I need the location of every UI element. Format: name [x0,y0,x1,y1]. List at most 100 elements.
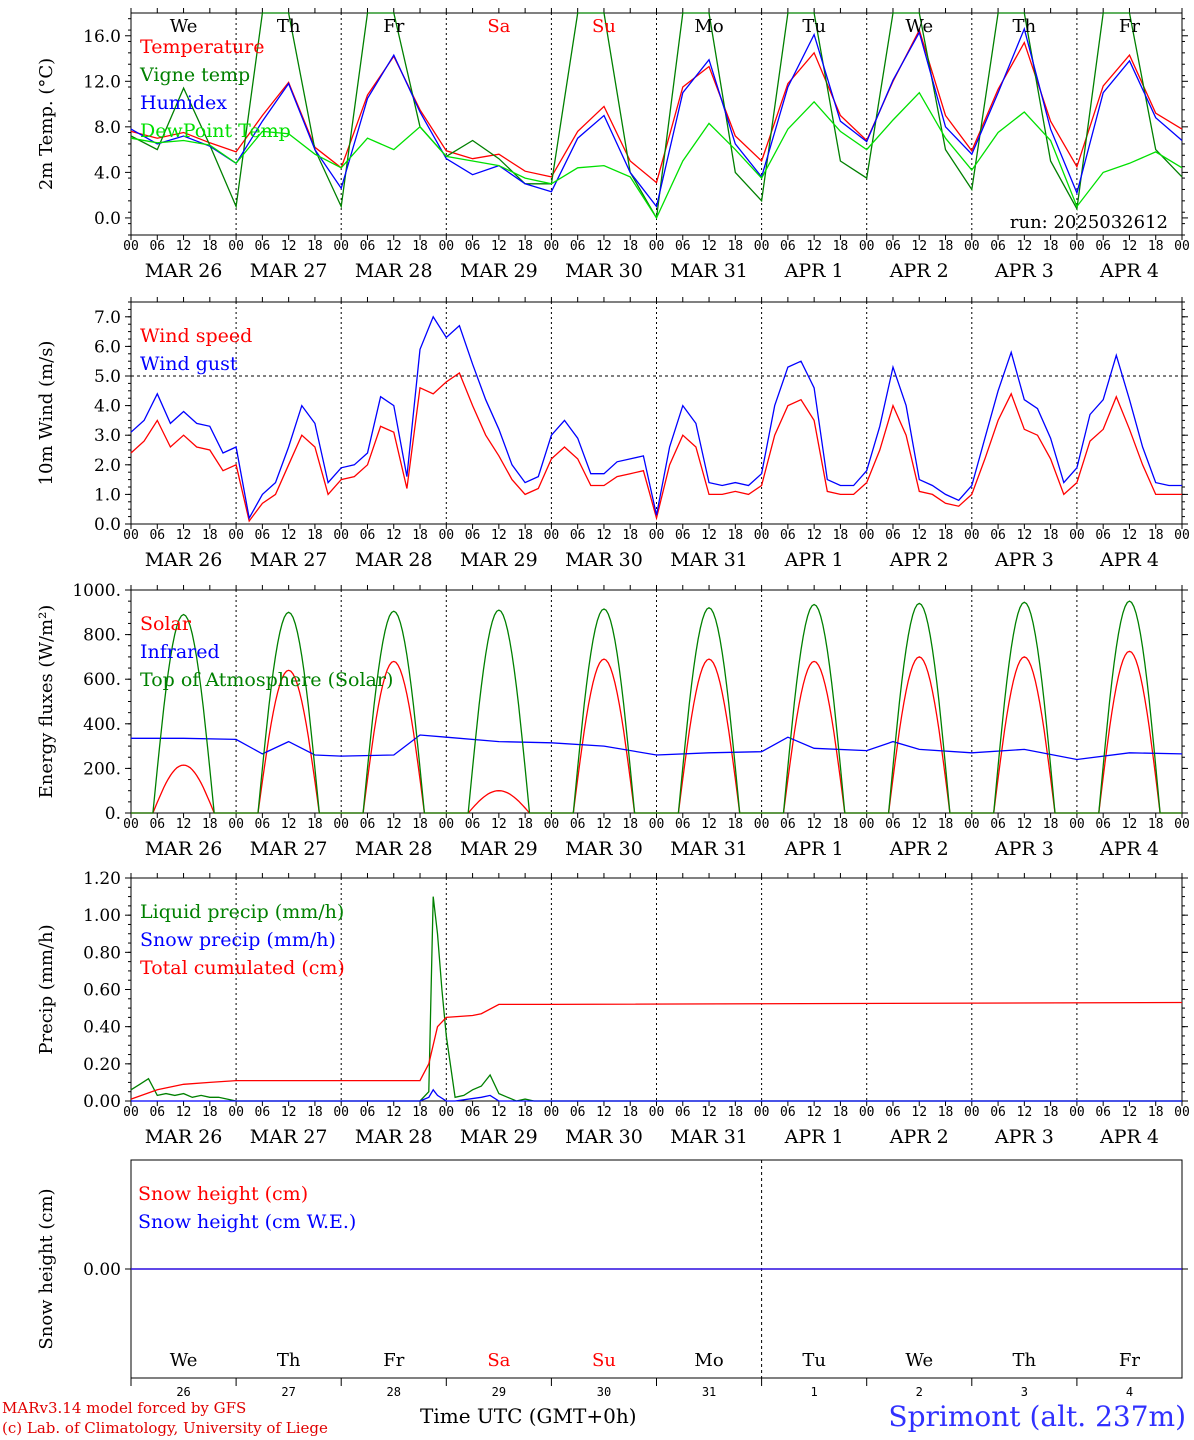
x-hour-tick-label: 06 [885,239,901,254]
weekday-label: Th [277,1350,301,1371]
x-hour-tick-label: 12 [386,1105,402,1120]
y-tick-label: 16.0 [83,27,121,47]
x-date-label: MAR 30 [565,838,643,860]
legend-entry: Wind speed [140,325,252,347]
y-tick-label: 800. [83,626,121,646]
x-date-label: APR 3 [994,260,1054,282]
y-tick-label: 2.0 [94,456,121,476]
x-hour-tick-label: 06 [360,1105,376,1120]
y-tick-label: 600. [83,670,121,690]
legend-entry: Top of Atmosphere (Solar) [140,669,393,691]
x-hour-tick-label: 18 [202,528,218,543]
legend-entry: Wind gust [140,353,238,375]
x-hour-tick-label: 12 [806,239,822,254]
x-hour-tick-label: 06 [780,528,796,543]
x-date-label: APR 1 [784,838,844,860]
x-hour-tick-label: 00 [1069,239,1085,254]
x-hour-tick-label: 18 [938,1105,954,1120]
x-hour-tick-label: 18 [938,817,954,832]
x-hour-tick-label: 06 [255,1105,271,1120]
series-line-total-cumulated-cm- [130,1001,1183,1100]
x-hour-tick-label: 00 [544,817,560,832]
x-hour-tick-label: 18 [307,1105,323,1120]
y-axis-label: Precip (mm/h) [36,924,57,1054]
series-line-infrared [131,734,1183,761]
legend-entry: Total cumulated (cm) [140,957,345,979]
x-hour-tick-label: 00 [228,239,244,254]
x-date-label: APR 2 [889,549,949,571]
x-hour-tick-label: 00 [859,528,875,543]
panel-4 [125,873,1188,1106]
x-hour-tick-label: 18 [833,528,849,543]
legend-entry: DewPoint Temp [140,120,291,142]
x-hour-tick-label: 18 [727,817,743,832]
x-hour-tick-label: 18 [622,817,638,832]
x-hour-tick-label: 00 [123,528,139,543]
x-hour-tick-label: 06 [255,817,271,832]
x-hour-tick-label: 00 [1174,528,1190,543]
x-date-label: MAR 30 [565,549,643,571]
x-day-number: 26 [176,1385,190,1399]
x-hour-tick-label: 12 [911,528,927,543]
x-hour-tick-label: 06 [780,817,796,832]
model-label: MARv3.14 model forced by GFS [2,1399,247,1417]
x-hour-tick-label: 18 [833,239,849,254]
weekday-label: Su [592,1350,616,1371]
x-hour-tick-label: 06 [465,239,481,254]
weekday-label: Th [277,16,301,37]
x-hour-tick-label: 18 [1043,239,1059,254]
series-line-wind-speed [130,372,1182,523]
x-hour-tick-label: 18 [202,817,218,832]
x-day-number: 4 [1126,1385,1133,1399]
x-hour-tick-label: 12 [701,528,717,543]
y-tick-label: 1.20 [83,869,121,889]
x-hour-tick-label: 12 [386,528,402,543]
y-tick-label: 0.80 [83,943,121,963]
x-hour-tick-label: 18 [307,817,323,832]
legend-entry: Solar [140,613,192,635]
x-hour-tick-label: 18 [833,1105,849,1120]
x-hour-tick-label: 18 [727,239,743,254]
x-hour-tick-label: 00 [649,1105,665,1120]
y-axis-label: Energy fluxes (W/m²) [36,605,57,799]
x-hour-tick-label: 06 [1095,239,1111,254]
x-hour-tick-label: 18 [517,817,533,832]
x-hour-tick-label: 06 [465,817,481,832]
x-hour-tick-label: 00 [333,817,349,832]
x-hour-tick-label: 12 [491,528,507,543]
weekday-label: Su [592,16,616,37]
series-line-humidex [130,26,1183,208]
x-date-label: MAR 26 [145,260,223,282]
x-date-label: MAR 29 [460,1126,538,1148]
x-hour-tick-label: 06 [885,528,901,543]
x-hour-tick-label: 00 [544,239,560,254]
y-tick-label: 0. [105,804,121,824]
x-hour-tick-label: 12 [596,528,612,543]
x-hour-tick-label: 18 [202,1105,218,1120]
x-date-label: APR 1 [784,260,844,282]
x-hour-tick-label: 06 [1095,817,1111,832]
x-hour-tick-label: 18 [517,1105,533,1120]
y-tick-label: 0.0 [94,209,121,229]
x-date-label: MAR 31 [670,260,748,282]
legend-entry: Humidex [140,92,227,114]
x-hour-tick-label: 18 [727,1105,743,1120]
x-hour-tick-label: 12 [1122,528,1138,543]
x-date-label: MAR 26 [145,1126,223,1148]
weekday-label: Tu [802,1350,826,1371]
lab-label: (c) Lab. of Climatology, University of L… [2,1419,328,1437]
x-hour-tick-label: 06 [570,528,586,543]
x-hour-tick-label: 18 [727,528,743,543]
x-hour-tick-label: 12 [806,1105,822,1120]
x-hour-tick-label: 00 [123,1105,139,1120]
legend-entry: Temperature [140,36,264,58]
weekday-label: Sa [487,16,510,37]
y-tick-label: 3.0 [94,426,121,446]
x-hour-tick-label: 06 [149,817,165,832]
x-hour-tick-label: 00 [228,528,244,543]
x-hour-tick-label: 18 [1148,239,1164,254]
x-date-label: MAR 28 [355,549,433,571]
x-hour-tick-label: 06 [1095,1105,1111,1120]
series-line-snow-precip-mm-h- [131,1088,1182,1102]
x-hour-tick-label: 00 [228,1105,244,1120]
